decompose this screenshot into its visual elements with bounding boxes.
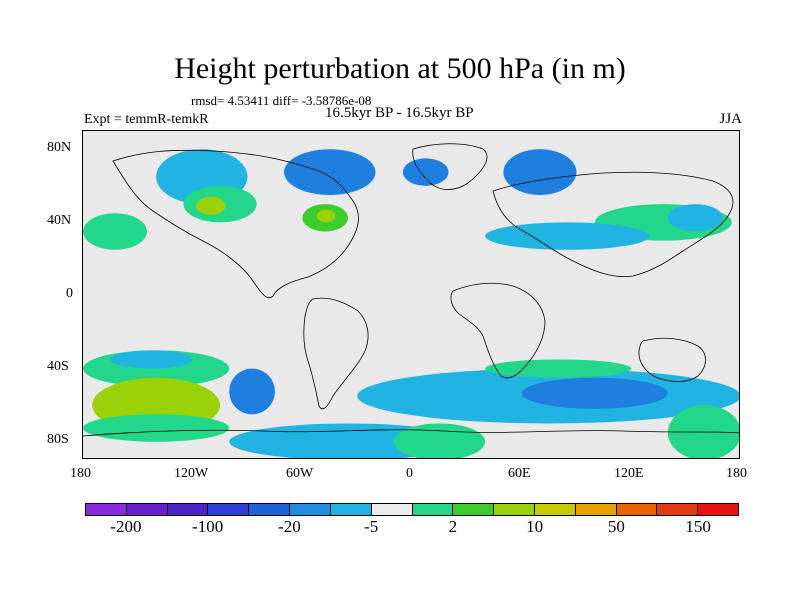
y-tick-label-80s: 80S <box>47 432 69 447</box>
experiment-label: Expt = temmR-temkR <box>84 112 209 127</box>
x-tick-label-0: 0 <box>406 466 413 481</box>
contour-region-blue <box>402 158 449 186</box>
x-tick-label-180e: 180 <box>726 466 747 481</box>
contour-region-lightblue <box>485 222 650 250</box>
y-tick-label-80n: 80N <box>47 140 72 155</box>
contour-region-lightgreen <box>485 359 632 378</box>
map-plot <box>82 130 740 459</box>
contour-region-blue <box>503 149 577 195</box>
contour-region-blue <box>521 377 668 409</box>
contour-region-lightblue <box>110 350 193 369</box>
colorbar-box <box>330 504 372 515</box>
greenland-coast <box>412 143 488 190</box>
x-tick-label-120e: 120E <box>614 466 644 481</box>
colorbar-box <box>290 504 331 515</box>
colorbar <box>85 503 739 516</box>
colorbar-box <box>412 504 454 515</box>
season-label: JJA <box>719 111 742 127</box>
x-tick-label-60e: 60E <box>508 466 531 481</box>
contour-region-yellowgreen <box>196 196 226 216</box>
contour-region-blue <box>284 149 376 195</box>
stats-text: rmsd= 4.53411 diff= -3.58786e-08 <box>191 93 372 108</box>
y-tick-label-40s: 40S <box>47 359 69 374</box>
eurasia-coast <box>492 171 734 278</box>
colorbar-box <box>657 504 699 515</box>
colorbar-box <box>616 504 658 515</box>
contour-region-lightblue <box>667 204 723 232</box>
antarctica-coast <box>83 429 739 437</box>
coastlines <box>83 143 739 437</box>
colorbar-label: 50 <box>607 517 625 536</box>
y-tick-label-40n: 40N <box>47 213 72 228</box>
colorbar-label: 150 <box>685 517 711 536</box>
colorbar-label: -20 <box>278 517 301 536</box>
period-label: 16.5kyr BP - 16.5kyr BP <box>325 105 474 121</box>
colorbar-box <box>453 504 495 515</box>
map-title: Height perturbation at 500 hPa (in m) <box>174 52 626 85</box>
colorbar-label: -5 <box>364 517 379 536</box>
colorbar-box <box>86 504 127 515</box>
colorbar-box <box>208 504 250 515</box>
contour-region-lightgreen <box>83 213 147 250</box>
australia-coast <box>638 337 706 382</box>
contour-region-blue <box>229 368 275 415</box>
contour-field <box>83 149 739 458</box>
contour-region-lightgreen <box>667 405 739 458</box>
contour-region-lightgreen <box>83 414 230 442</box>
x-tick-label-180w: 180 <box>70 466 91 481</box>
colorbar-box <box>575 504 617 515</box>
x-tick-label-60w: 60W <box>286 466 314 481</box>
colorbar-box <box>167 504 209 515</box>
contour-region-yellowgreen <box>316 209 336 223</box>
colorbar-box <box>249 504 291 515</box>
south-america-coast <box>303 297 369 410</box>
colorbar-label: -100 <box>192 517 224 536</box>
contour-region-lightgreen <box>393 423 486 458</box>
north-america-coast <box>112 149 359 299</box>
africa-coast <box>450 282 546 379</box>
colorbar-box <box>371 504 413 515</box>
colorbar-box <box>698 504 738 515</box>
map-canvas <box>83 143 739 458</box>
x-tick-label-120w: 120W <box>174 466 209 481</box>
colorbar-box <box>534 504 576 515</box>
colorbar-label: -200 <box>110 517 142 536</box>
y-tick-label-0: 0 <box>66 286 73 301</box>
colorbar-box <box>494 504 535 515</box>
colorbar-label: 10 <box>526 517 544 536</box>
colorbar-box <box>126 504 168 515</box>
colorbar-label: 2 <box>448 517 458 536</box>
